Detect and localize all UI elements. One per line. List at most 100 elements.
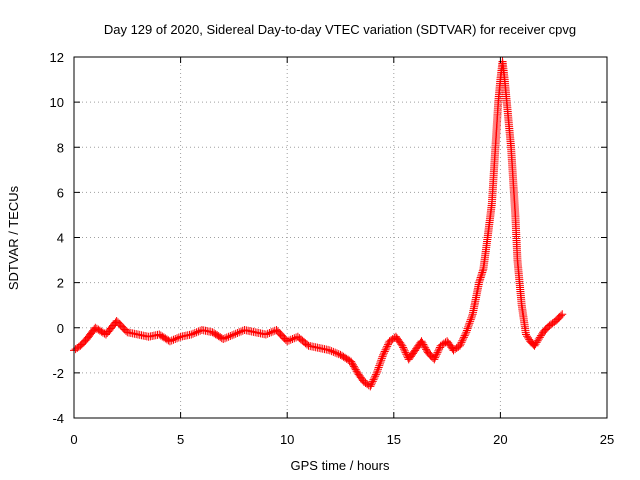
data-trace-marker <box>224 332 233 341</box>
data-trace-marker <box>462 326 471 335</box>
data-trace-marker <box>531 340 540 349</box>
y-tick-label: 4 <box>57 231 64 246</box>
data-trace-marker <box>402 350 411 359</box>
data-point <box>315 344 324 353</box>
data-point <box>483 233 492 242</box>
data-point <box>511 210 520 219</box>
data-point <box>521 330 530 339</box>
data-trace-marker <box>376 358 385 367</box>
data-trace-marker <box>329 347 338 356</box>
data-trace-marker <box>375 361 384 370</box>
y-tick-label: 0 <box>57 321 64 336</box>
data-point <box>468 310 477 319</box>
data-trace-marker <box>189 329 198 338</box>
data-trace-marker <box>351 365 360 374</box>
data-point <box>112 316 121 325</box>
data-point <box>366 382 375 391</box>
data-trace-marker <box>422 345 431 354</box>
data-trace-marker <box>334 350 343 359</box>
data-trace-marker <box>419 340 428 349</box>
data-point <box>240 326 249 335</box>
data-point <box>449 346 458 355</box>
data-point <box>462 328 471 337</box>
data-trace-marker <box>348 360 357 369</box>
data-trace-marker <box>302 340 311 349</box>
data-trace-marker <box>431 353 440 362</box>
data-trace-marker <box>465 319 474 328</box>
data-trace-marker <box>349 362 358 371</box>
data-trace-marker <box>173 334 182 343</box>
data-point <box>197 326 206 335</box>
data-trace-marker <box>461 329 470 338</box>
data-trace-marker <box>523 332 532 341</box>
data-point <box>500 75 509 84</box>
data-trace-marker <box>532 338 541 347</box>
data-point <box>475 278 484 287</box>
data-point <box>455 341 464 350</box>
data-trace-marker <box>477 270 486 279</box>
x-tick-label: 5 <box>177 432 184 447</box>
data-trace-marker <box>466 317 475 326</box>
data-trace-marker <box>228 331 237 340</box>
data-point <box>513 256 522 265</box>
data-trace-marker <box>433 348 442 357</box>
data-trace-marker <box>466 315 475 324</box>
data-trace-marker <box>463 324 472 333</box>
data-trace-marker <box>456 340 465 349</box>
data-trace-marker <box>434 346 443 355</box>
data-point <box>539 328 548 337</box>
data-point <box>545 321 554 330</box>
data-trace-marker <box>431 351 440 360</box>
data-trace-marker <box>421 343 430 352</box>
data-trace-marker <box>169 335 178 344</box>
data-trace-marker <box>174 333 183 342</box>
data-trace-marker <box>231 329 240 338</box>
data-point <box>359 377 368 386</box>
data-trace-marker <box>226 332 235 341</box>
y-tick-label: 8 <box>57 140 64 155</box>
data-trace-marker <box>381 345 390 354</box>
data-trace-marker <box>418 338 427 347</box>
data-point <box>133 330 142 339</box>
data-trace-marker <box>286 335 295 344</box>
y-tick-labels: -4 -2 0 2 4 6 8 10 12 <box>50 50 64 426</box>
data-trace-marker <box>350 364 359 373</box>
x-tick-label: 0 <box>70 432 77 447</box>
data-trace-marker <box>171 335 180 344</box>
data-point <box>504 120 513 129</box>
data-trace-marker <box>374 363 383 372</box>
data-trace-marker <box>190 329 199 338</box>
y-tick-label: 6 <box>57 185 64 200</box>
data-point <box>498 57 507 66</box>
x-tick-label: 10 <box>280 432 294 447</box>
data-point <box>490 165 499 174</box>
data-trace-marker <box>377 354 386 363</box>
data-point <box>272 326 281 335</box>
data-point <box>208 328 217 337</box>
data-trace-marker <box>399 343 408 352</box>
data-trace-marker <box>432 350 441 359</box>
data-trace-marker <box>377 356 386 365</box>
data-trace-marker <box>373 367 382 376</box>
data-point <box>155 330 164 339</box>
data-point <box>144 332 153 341</box>
data-point <box>372 368 381 377</box>
data-point <box>534 335 543 344</box>
data-point <box>526 337 535 346</box>
data-trace-marker <box>378 352 387 361</box>
data-point <box>101 330 110 339</box>
data-point <box>391 332 400 341</box>
data-point <box>304 341 313 350</box>
data-trace-marker <box>459 333 468 342</box>
data-point <box>385 337 394 346</box>
data-point <box>379 350 388 359</box>
data-point <box>353 368 362 377</box>
data-trace-marker <box>460 331 469 340</box>
y-tick-label: -4 <box>52 411 64 426</box>
x-tick-label: 15 <box>387 432 401 447</box>
data-trace-marker <box>459 335 468 344</box>
data-trace-marker <box>221 334 230 343</box>
data-point <box>443 337 452 346</box>
data-point <box>76 341 85 350</box>
